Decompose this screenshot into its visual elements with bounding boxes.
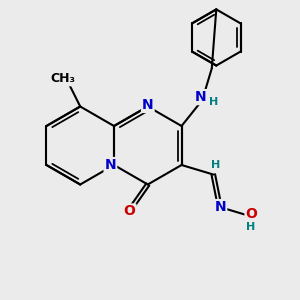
Text: N: N [214,200,226,214]
Text: O: O [124,205,135,218]
Text: N: N [105,158,116,172]
Text: CH₃: CH₃ [50,72,75,85]
Text: H: H [246,222,255,232]
Text: O: O [245,207,257,221]
Text: N: N [142,98,154,112]
Text: N: N [195,90,207,104]
Text: H: H [209,97,218,106]
Text: H: H [211,160,220,170]
